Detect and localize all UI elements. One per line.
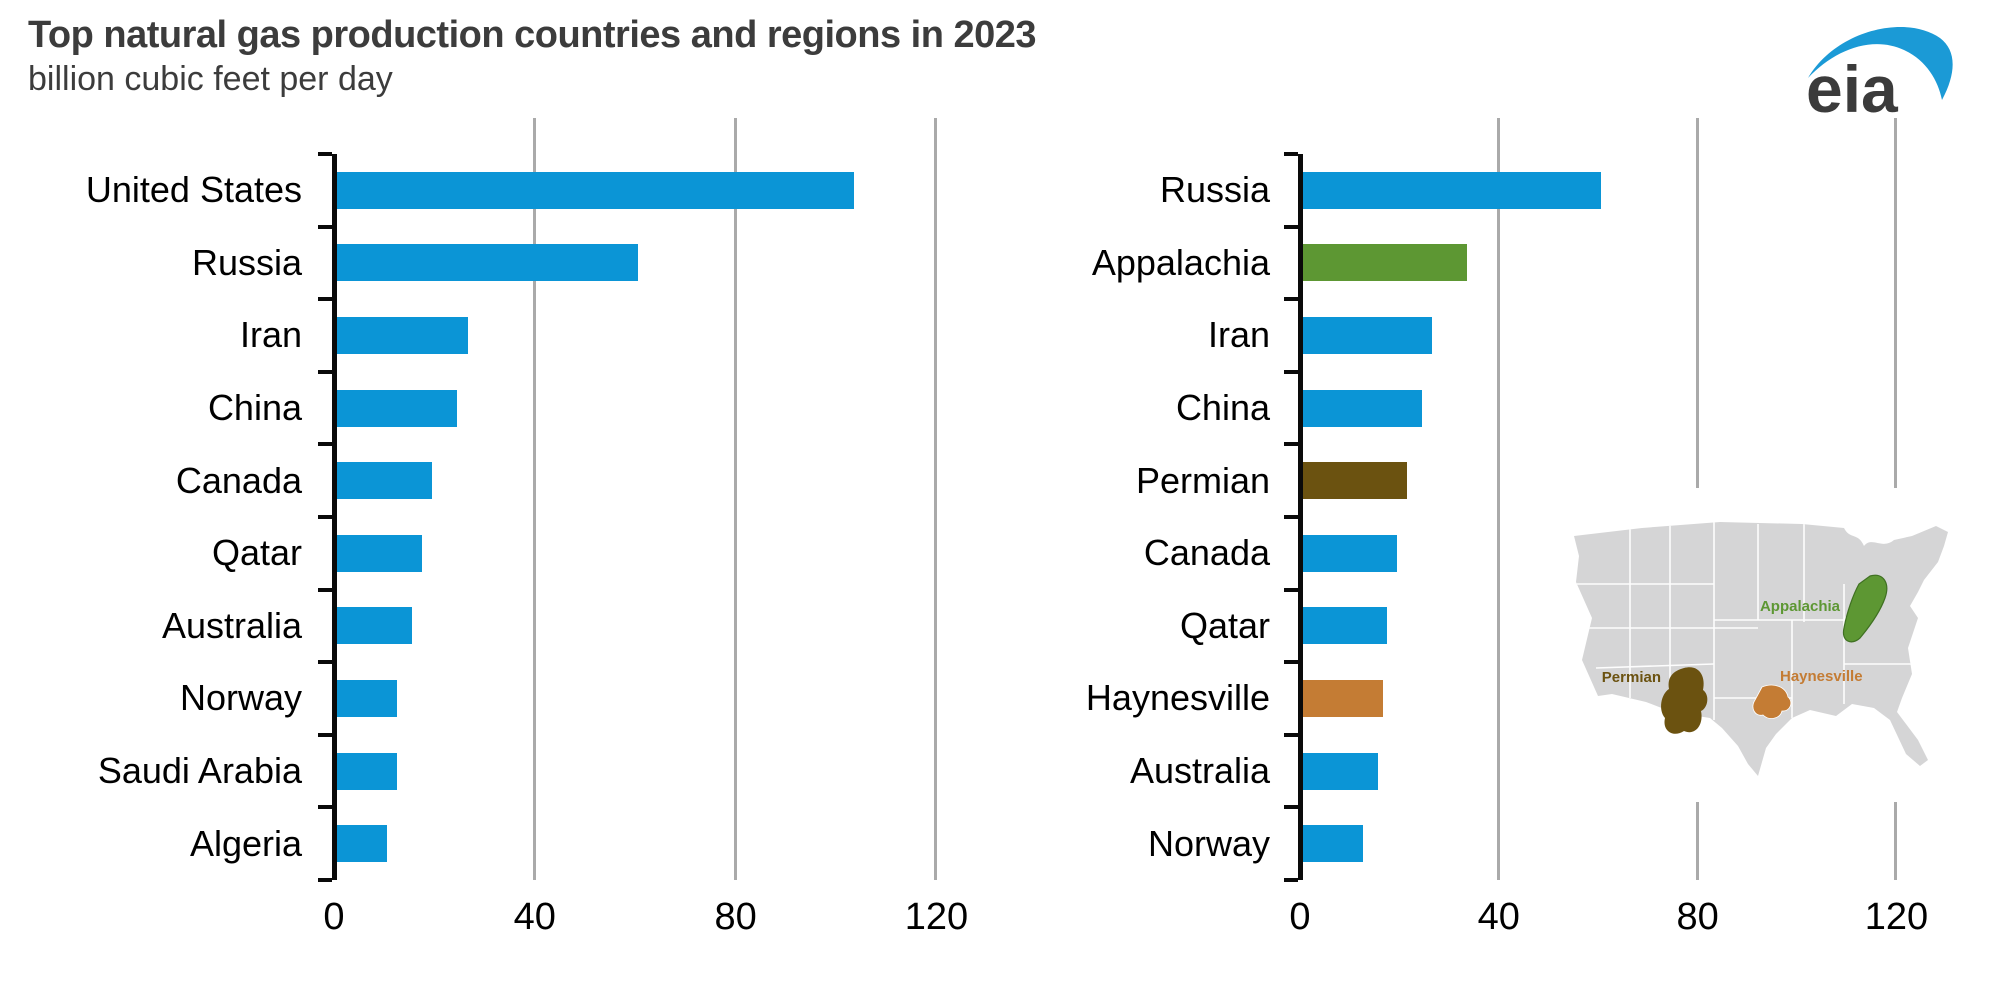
category-label: China xyxy=(1175,387,1270,429)
category-label: Russia xyxy=(191,241,302,283)
x-tick-label: 80 xyxy=(1676,896,1719,938)
x-tick-label: 120 xyxy=(1864,896,1929,938)
bar xyxy=(1303,825,1363,863)
axis-tick xyxy=(318,224,332,229)
map-region-haynesville xyxy=(1752,684,1792,719)
bar xyxy=(337,752,398,790)
gridline xyxy=(733,118,737,880)
bar xyxy=(1303,534,1398,572)
category-label: Iran xyxy=(239,314,302,356)
axis-tick xyxy=(318,587,332,592)
axis-spine xyxy=(332,154,337,880)
axis-tick xyxy=(1284,442,1298,447)
bar xyxy=(337,607,413,645)
map-label-appalachia: Appalachia xyxy=(1760,598,1841,615)
category-label: Russia xyxy=(1159,169,1270,211)
bar xyxy=(337,825,388,863)
axis-tick xyxy=(1284,732,1298,737)
axis-tick xyxy=(318,732,332,737)
bar xyxy=(337,171,855,209)
x-tick-label: 80 xyxy=(714,896,757,938)
axis-tick xyxy=(1284,152,1298,156)
bar xyxy=(1303,680,1383,717)
gridline xyxy=(934,118,938,880)
us-map-silhouette xyxy=(1574,522,1948,776)
us-regions-map: Appalachia Permian Haynesville xyxy=(1552,488,1994,802)
bar xyxy=(1303,389,1423,427)
bar xyxy=(337,680,398,717)
axis-tick xyxy=(318,805,332,810)
category-label: Australia xyxy=(161,604,302,646)
category-label: Norway xyxy=(1147,822,1270,864)
category-label: Appalachia xyxy=(1091,241,1270,283)
axis-tick xyxy=(1284,297,1298,302)
axis-tick xyxy=(1284,369,1298,374)
category-label: Norway xyxy=(179,677,302,719)
axis-spine xyxy=(1298,154,1303,880)
category-label: Qatar xyxy=(1179,604,1270,646)
bar xyxy=(1303,607,1388,645)
axis-tick xyxy=(318,660,332,665)
category-label: United States xyxy=(85,169,302,211)
map-region-permian xyxy=(1661,667,1708,734)
bar xyxy=(1303,244,1467,282)
category-label: Permian xyxy=(1135,459,1270,501)
axis-tick xyxy=(1284,805,1298,810)
axis-tick xyxy=(318,515,332,519)
bar xyxy=(337,317,468,354)
axis-tick xyxy=(1284,224,1298,229)
bar xyxy=(1303,317,1433,354)
gridline xyxy=(1496,118,1500,880)
bar xyxy=(337,389,458,427)
eia-logo: eia xyxy=(1806,26,1953,126)
category-label: Haynesville xyxy=(1085,677,1270,719)
axis-tick xyxy=(1284,515,1298,519)
x-tick-label: 120 xyxy=(904,896,969,938)
bar xyxy=(1303,752,1378,790)
eia-logo-swoosh xyxy=(1808,26,1953,101)
bar xyxy=(1303,171,1602,209)
bar xyxy=(337,244,639,282)
bar xyxy=(1303,462,1408,500)
axis-tick xyxy=(318,152,332,156)
category-label: Australia xyxy=(1129,750,1270,792)
category-label: Iran xyxy=(1207,314,1270,356)
map-label-permian: Permian xyxy=(1602,669,1661,686)
axis-tick xyxy=(1284,660,1298,665)
axis-tick xyxy=(318,878,332,882)
category-label: China xyxy=(207,387,302,429)
category-label: Canada xyxy=(1143,532,1270,574)
eia-logo-text: eia xyxy=(1806,52,1899,126)
gridline xyxy=(532,118,536,880)
map-region-appalachia xyxy=(1842,574,1888,643)
axis-tick xyxy=(318,297,332,302)
category-label: Algeria xyxy=(189,822,302,864)
map-label-haynesville: Haynesville xyxy=(1780,668,1863,685)
x-tick-label: 0 xyxy=(1289,896,1311,938)
axis-tick xyxy=(1284,587,1298,592)
x-tick-label: 40 xyxy=(1477,896,1520,938)
bar xyxy=(337,534,423,572)
x-tick-label: 0 xyxy=(323,896,345,938)
x-tick-label: 40 xyxy=(513,896,556,938)
axis-tick xyxy=(1284,878,1298,882)
axis-tick xyxy=(318,369,332,374)
category-label: Qatar xyxy=(211,532,302,574)
category-label: Saudi Arabia xyxy=(97,750,302,792)
page-title: Top natural gas production countries and… xyxy=(28,14,1037,56)
category-label: Canada xyxy=(175,459,302,501)
page-subtitle: billion cubic feet per day xyxy=(28,60,393,98)
bar xyxy=(337,462,433,500)
axis-tick xyxy=(318,442,332,447)
